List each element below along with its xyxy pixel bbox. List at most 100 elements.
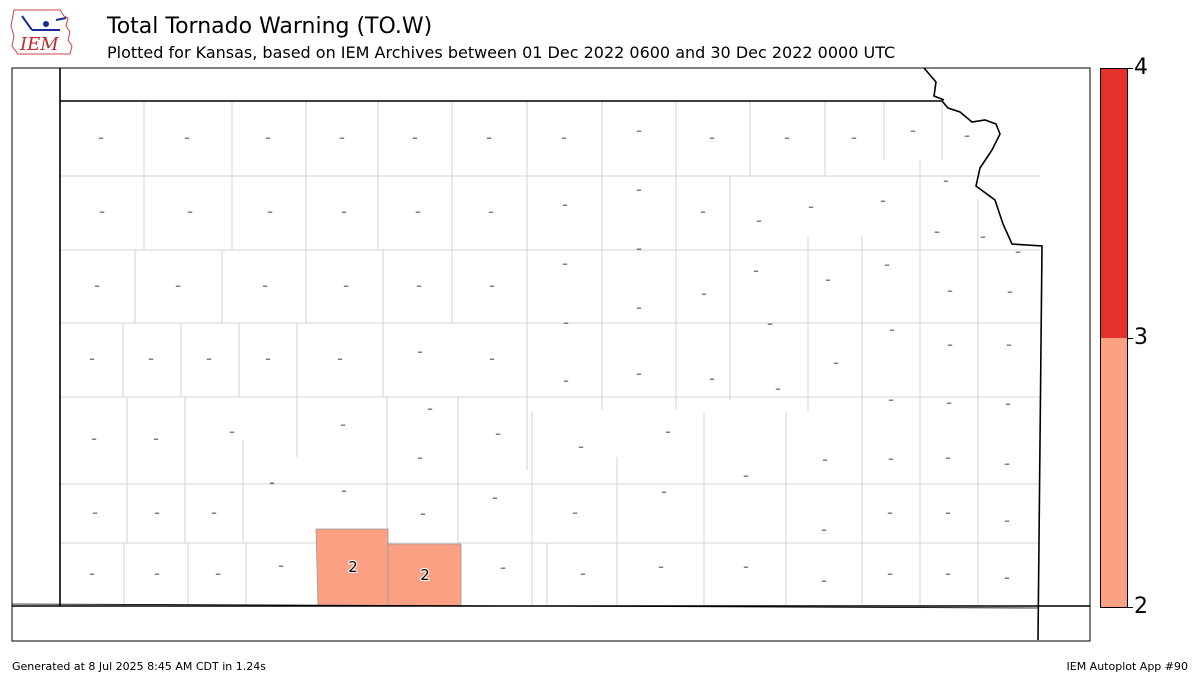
svg-text:–: – <box>709 372 715 385</box>
svg-text:–: – <box>743 560 749 573</box>
colorbar-tick <box>1127 607 1133 608</box>
svg-text:–: – <box>337 352 343 365</box>
svg-text:–: – <box>822 453 828 466</box>
no-data-marks: – – – – – – – – – – – – – – – – – – – – … <box>89 124 1021 587</box>
svg-text:–: – <box>417 345 423 358</box>
svg-text:–: – <box>229 425 235 438</box>
svg-text:–: – <box>269 476 275 489</box>
svg-text:–: – <box>563 316 569 329</box>
generated-timestamp: Generated at 8 Jul 2025 8:45 AM CDT in 1… <box>12 660 266 673</box>
colorbar-tick <box>1127 68 1133 69</box>
svg-text:–: – <box>262 279 268 292</box>
colorbar-segment-2-3 <box>1100 338 1128 608</box>
svg-text:–: – <box>701 287 707 300</box>
svg-text:–: – <box>709 131 715 144</box>
county-borders <box>60 101 1040 606</box>
county-value-clark: 2 <box>420 566 430 584</box>
svg-text:–: – <box>562 257 568 270</box>
app-credit: IEM Autoplot App #90 <box>1066 660 1189 673</box>
colorbar-label-2: 2 <box>1134 594 1148 619</box>
svg-text:–: – <box>636 124 642 137</box>
svg-text:IEM: IEM <box>19 34 59 55</box>
svg-text:–: – <box>636 242 642 255</box>
svg-text:–: – <box>420 507 426 520</box>
svg-text:–: – <box>889 323 895 336</box>
svg-text:–: – <box>339 131 345 144</box>
svg-text:–: – <box>486 131 492 144</box>
svg-text:–: – <box>489 279 495 292</box>
svg-text:–: – <box>756 214 762 227</box>
svg-text:–: – <box>945 451 951 464</box>
svg-text:–: – <box>187 205 193 218</box>
svg-text:–: – <box>148 352 154 365</box>
svg-text:–: – <box>1007 285 1013 298</box>
svg-text:–: – <box>636 367 642 380</box>
svg-text:–: – <box>184 131 190 144</box>
svg-text:–: – <box>488 205 494 218</box>
svg-text:–: – <box>784 131 790 144</box>
svg-text:–: – <box>884 258 890 271</box>
colorbar-segment-3-4 <box>1100 68 1128 338</box>
svg-text:–: – <box>265 352 271 365</box>
svg-text:–: – <box>578 440 584 453</box>
svg-text:–: – <box>94 279 100 292</box>
svg-text:–: – <box>561 131 567 144</box>
svg-text:–: – <box>888 393 894 406</box>
svg-text:–: – <box>572 506 578 519</box>
svg-text:–: – <box>943 174 949 187</box>
svg-text:–: – <box>910 124 916 137</box>
colorbar-label-3: 3 <box>1134 325 1148 350</box>
svg-text:–: – <box>946 396 952 409</box>
svg-text:–: – <box>343 279 349 292</box>
svg-text:–: – <box>278 559 284 572</box>
svg-text:–: – <box>340 418 346 431</box>
svg-text:–: – <box>341 205 347 218</box>
svg-text:–: – <box>489 352 495 365</box>
svg-text:–: – <box>206 352 212 365</box>
svg-text:–: – <box>153 432 159 445</box>
svg-text:–: – <box>700 205 706 218</box>
svg-text:–: – <box>934 225 940 238</box>
svg-text:–: – <box>821 523 827 536</box>
svg-text:–: – <box>775 382 781 395</box>
svg-text:–: – <box>1005 397 1011 410</box>
svg-text:–: – <box>562 198 568 211</box>
svg-text:–: – <box>1004 457 1010 470</box>
colorbar-label-4: 4 <box>1134 55 1148 80</box>
svg-text:–: – <box>767 317 773 330</box>
svg-text:–: – <box>154 506 160 519</box>
svg-text:–: – <box>658 560 664 573</box>
svg-text:–: – <box>888 452 894 465</box>
svg-text:–: – <box>821 574 827 587</box>
map-title: Total Tornado Warning (TO.W) <box>107 14 433 39</box>
colorbar <box>1100 68 1128 608</box>
svg-text:–: – <box>98 131 104 144</box>
svg-text:–: – <box>743 469 749 482</box>
svg-text:–: – <box>1015 245 1021 258</box>
svg-text:–: – <box>833 356 839 369</box>
svg-text:–: – <box>945 567 951 580</box>
svg-text:–: – <box>415 205 421 218</box>
svg-text:–: – <box>753 264 759 277</box>
kansas-outline <box>59 68 1043 641</box>
svg-text:–: – <box>563 374 569 387</box>
svg-text:–: – <box>99 205 105 218</box>
svg-text:–: – <box>492 491 498 504</box>
svg-text:–: – <box>265 131 271 144</box>
svg-text:–: – <box>851 131 857 144</box>
svg-text:–: – <box>416 279 422 292</box>
svg-text:–: – <box>980 230 986 243</box>
svg-text:–: – <box>964 129 970 142</box>
svg-text:–: – <box>887 506 893 519</box>
svg-text:–: – <box>825 273 831 286</box>
svg-text:–: – <box>636 301 642 314</box>
svg-text:–: – <box>91 432 97 445</box>
svg-text:–: – <box>341 484 347 497</box>
svg-text:–: – <box>947 284 953 297</box>
svg-text:–: – <box>661 485 667 498</box>
svg-text:–: – <box>92 506 98 519</box>
svg-text:–: – <box>215 567 221 580</box>
svg-text:–: – <box>945 506 951 519</box>
svg-text:–: – <box>880 194 886 207</box>
